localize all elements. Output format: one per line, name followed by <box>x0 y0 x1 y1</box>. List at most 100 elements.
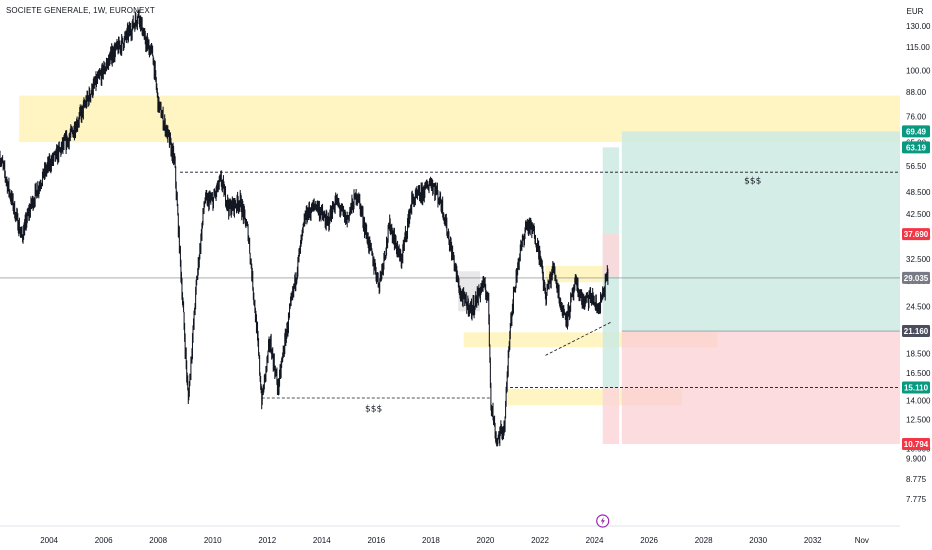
zone-11[interactable] <box>602 234 620 277</box>
y-tick-label: 32.500 <box>906 255 931 264</box>
price-tags: 69.49 63.19 37.690 29.035 21.160 15.110 10.794 <box>902 125 930 451</box>
price-point <box>490 400 492 401</box>
price-point <box>422 193 424 194</box>
price-point <box>256 324 257 325</box>
lightning-icon <box>600 517 605 525</box>
price-tag-label: 10.794 <box>904 440 929 449</box>
price-point <box>583 302 584 304</box>
currency-label[interactable]: EUR <box>907 7 924 16</box>
price-point <box>367 241 369 243</box>
y-tick-label: 76.00 <box>906 112 927 121</box>
price-point <box>152 53 154 55</box>
price-point <box>21 236 23 238</box>
line-5[interactable] <box>545 321 612 356</box>
price-point <box>526 223 527 225</box>
price-tag-label: 37.690 <box>904 230 929 239</box>
price-point <box>316 204 317 205</box>
x-tick-label: 2004 <box>40 536 58 545</box>
x-tick-label: 2020 <box>477 536 495 545</box>
price-point <box>575 283 576 285</box>
price-point <box>326 223 328 225</box>
zone-7[interactable] <box>621 131 900 332</box>
price-point <box>10 196 12 198</box>
price-point <box>441 204 443 205</box>
price-point <box>596 309 598 311</box>
price-point <box>553 266 554 268</box>
price-point <box>70 134 72 136</box>
x-tick-label: 2032 <box>804 536 822 545</box>
x-tick-label: 2008 <box>149 536 167 545</box>
annotation-1: $$$ <box>365 405 382 415</box>
price-point <box>539 256 541 257</box>
price-point <box>566 316 568 318</box>
price-point <box>283 348 284 350</box>
y-tick-label: 115.00 <box>906 43 930 52</box>
y-tick-label: 88.00 <box>906 88 927 97</box>
price-bars <box>0 9 609 447</box>
price-point <box>356 193 358 194</box>
price-point <box>534 232 535 234</box>
price-point <box>305 215 306 217</box>
price-point <box>59 150 61 151</box>
events-layer[interactable] <box>596 514 610 528</box>
price-point <box>294 283 295 285</box>
price-point <box>482 283 484 285</box>
price-tag-5 <box>902 381 930 394</box>
price-point <box>517 261 519 262</box>
price-tag-4 <box>902 325 930 338</box>
price-point <box>545 296 546 297</box>
y-tick-label: 9.900 <box>906 455 927 464</box>
price-point <box>174 161 175 163</box>
x-tick-label: 2014 <box>313 536 331 545</box>
x-axis[interactable]: 2004 2006 2008 2010 2012 2014 2016 2018 2020 2022… <box>0 525 900 545</box>
x-tick-label: 2024 <box>586 536 604 545</box>
y-tick-label: 8.775 <box>906 475 927 484</box>
y-tick-label: 14.000 <box>906 396 931 405</box>
price-point <box>182 302 184 304</box>
x-tick-label: 2016 <box>367 536 385 545</box>
price-point <box>277 388 279 390</box>
x-tick-label: 2006 <box>95 536 113 545</box>
price-tag-1 <box>902 141 930 154</box>
price-point <box>509 324 511 325</box>
price-point <box>212 200 214 201</box>
price-point <box>92 87 94 89</box>
price-point <box>220 179 222 181</box>
price-point <box>269 340 271 341</box>
price-point <box>378 283 380 285</box>
zone-10[interactable] <box>602 387 620 445</box>
price-point <box>411 200 413 201</box>
price-point <box>138 13 140 15</box>
price-point <box>48 164 50 165</box>
price-point <box>487 296 489 297</box>
price-tag-label: 29.035 <box>904 274 929 283</box>
lines-layer <box>0 171 900 399</box>
price-point <box>166 129 167 131</box>
y-tick-label: 42.500 <box>906 210 931 219</box>
x-tick-label: 2026 <box>640 536 658 545</box>
price-tag-label: 15.110 <box>904 384 929 393</box>
price-point <box>602 296 604 297</box>
price-point <box>144 39 145 40</box>
price-point <box>430 179 432 181</box>
x-tick-label: Nov <box>855 536 869 545</box>
y-tick-label: 7.775 <box>906 495 927 504</box>
x-tick-label: 2028 <box>695 536 713 545</box>
y-tick-label: 18.500 <box>906 350 931 359</box>
price-tag-label: 63.19 <box>906 143 927 152</box>
y-tick-label: 24.500 <box>906 302 931 311</box>
price-tag-6 <box>902 438 930 451</box>
x-tick-label: 2018 <box>422 536 440 545</box>
price-point <box>29 207 31 209</box>
y-tick-label: 56.50 <box>906 162 927 171</box>
y-tick-label: 12.500 <box>906 415 931 424</box>
x-tick-label: 2010 <box>204 536 222 545</box>
price-point <box>389 223 391 225</box>
price-point <box>157 103 159 104</box>
price-point <box>261 400 263 401</box>
price-point <box>81 111 83 113</box>
price-tag-label: 69.49 <box>906 127 927 136</box>
price-point <box>130 28 132 30</box>
zone-1[interactable] <box>458 271 480 312</box>
